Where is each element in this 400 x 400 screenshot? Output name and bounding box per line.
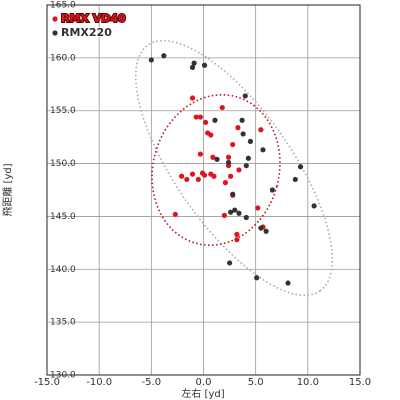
data-point: [228, 209, 234, 215]
data-point: [269, 187, 275, 193]
data-point: [230, 141, 236, 148]
x-tick-label: -5.0: [142, 377, 162, 388]
data-point: [225, 159, 232, 166]
data-point: [254, 275, 260, 281]
data-point: [178, 173, 185, 179]
data-point: [236, 210, 242, 216]
data-point: [239, 117, 245, 123]
grid: [46, 4, 361, 376]
legend-label: RMX VD40: [61, 12, 126, 25]
data-point: [189, 171, 196, 177]
data-point: [225, 154, 232, 160]
data-point: [211, 173, 217, 179]
y-tick-label: 155.0: [50, 106, 76, 116]
y-tick-label: 150.0: [50, 159, 76, 169]
legend-marker: [52, 30, 58, 36]
data-point: [258, 127, 264, 133]
y-tick-label: 135.0: [50, 318, 76, 328]
data-point: [230, 191, 236, 197]
x-tick-label: 15.0: [349, 377, 371, 388]
data-point: [202, 119, 209, 125]
data-point: [189, 64, 196, 70]
data-point: [195, 176, 201, 183]
data-point: [260, 147, 266, 153]
x-tick-label: 10.0: [297, 377, 319, 388]
data-point: [201, 172, 208, 178]
data-point: [201, 62, 208, 68]
data-point: [258, 225, 264, 231]
data-point: [245, 155, 251, 161]
data-point: [172, 211, 178, 217]
data-point: [148, 57, 154, 63]
data-point: [228, 173, 234, 179]
data-point: [242, 93, 248, 99]
data-point: [234, 237, 240, 243]
data-point: [247, 138, 254, 144]
data-point: [232, 207, 238, 213]
data-point: [297, 164, 304, 170]
data-point: [234, 231, 240, 237]
y-tick-label: 160.0: [50, 53, 76, 63]
data-point: [191, 60, 197, 66]
data-point: [197, 114, 203, 120]
data-point: [243, 214, 249, 221]
x-tick-label: -15.0: [34, 377, 60, 388]
data-point: [240, 131, 246, 137]
data-point: [243, 163, 249, 169]
plot-frame: [46, 4, 361, 376]
data-point: [311, 203, 317, 209]
dispersion-ellipse: [151, 94, 281, 246]
legend-marker: [52, 16, 58, 22]
data-point: [189, 95, 196, 101]
legend-label: RMX220: [61, 26, 112, 39]
data-point: [161, 53, 167, 59]
data-point: [226, 260, 233, 266]
data-point: [193, 114, 199, 120]
data-point: [235, 125, 241, 131]
x-tick-label: -10.0: [86, 377, 112, 388]
x-axis-label: 左右 [yd]: [181, 387, 224, 400]
dispersion-ellipse: [134, 39, 334, 297]
y-tick-label: 130.0: [50, 371, 76, 381]
data-point: [222, 180, 229, 186]
data-point: [212, 117, 218, 123]
data-point: [214, 156, 220, 162]
data-point: [221, 212, 227, 218]
y-tick-label: 140.0: [50, 265, 76, 275]
y-axis-label: 飛距離 [yd]: [1, 163, 14, 216]
data-point: [255, 205, 261, 211]
data-point: [210, 154, 216, 160]
data-point: [197, 151, 203, 157]
y-tick-label: 145.0: [50, 212, 76, 222]
data-point: [219, 104, 225, 111]
y-tick-label: 165.0: [50, 1, 76, 11]
data-point: [208, 132, 214, 138]
x-tick-label: 5.0: [248, 377, 264, 388]
data-point: [236, 167, 242, 173]
x-tick-label: 0.0: [196, 377, 212, 388]
data-point: [292, 176, 298, 183]
data-point: [285, 280, 291, 286]
data-point: [184, 176, 190, 183]
data-point: [263, 228, 269, 234]
